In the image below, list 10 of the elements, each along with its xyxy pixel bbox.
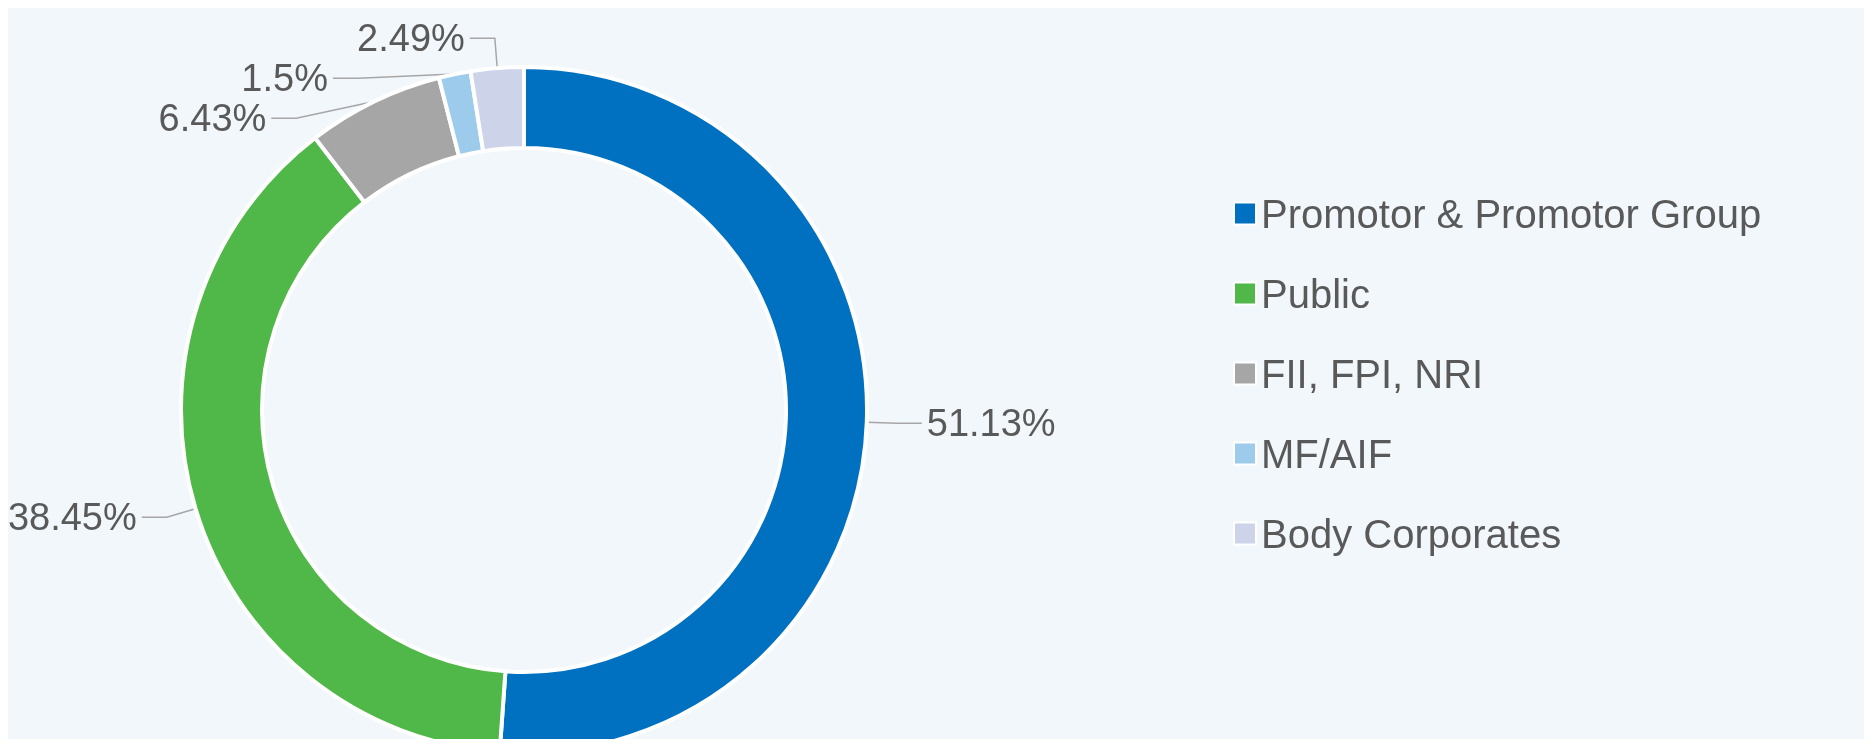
legend-label: Public — [1261, 271, 1370, 316]
data-label: 38.45% — [7, 496, 137, 539]
legend-label: FII, FPI, NRI — [1261, 351, 1484, 396]
data-label: 1.5% — [241, 57, 328, 100]
data-label: 51.13% — [926, 402, 1056, 445]
data-label: 2.49% — [357, 17, 465, 60]
data-label: 6.43% — [158, 97, 267, 140]
legend-label: Promotor & Promotor Group — [1261, 191, 1762, 236]
legend-label: MF/AIF — [1261, 431, 1393, 476]
legend-label: Body Corporates — [1261, 511, 1562, 556]
